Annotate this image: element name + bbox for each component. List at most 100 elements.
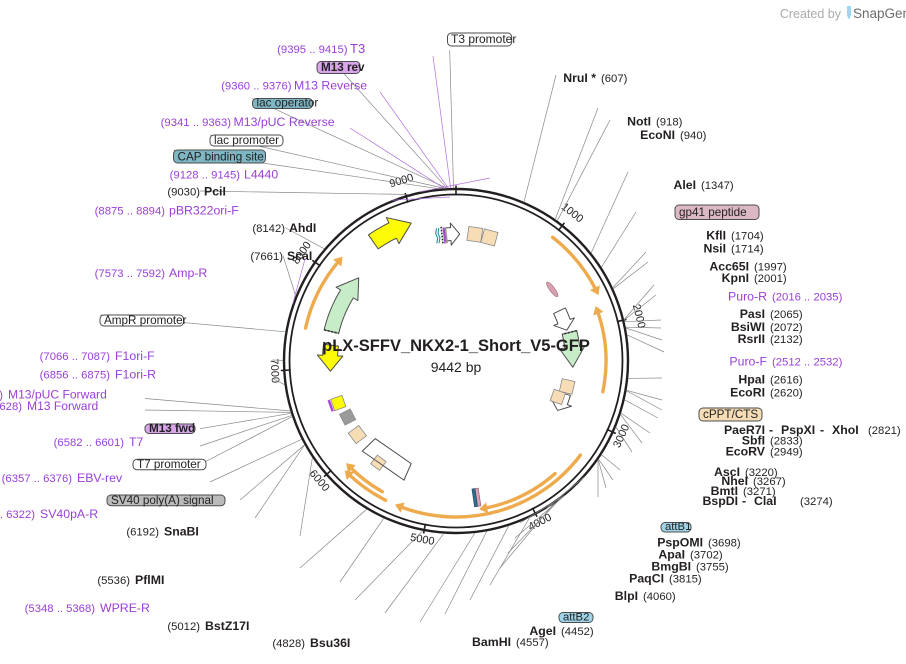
svg-text:(9395 .. 9415): (9395 .. 9415): [277, 44, 348, 56]
svg-text:(7066 .. 7087): (7066 .. 7087): [40, 351, 111, 363]
svg-text:SV40pA-R: SV40pA-R: [40, 507, 98, 521]
svg-text:(5348 .. 5368): (5348 .. 5368): [25, 603, 96, 615]
svg-text:(6303 .. 6322): (6303 .. 6322): [0, 509, 35, 521]
svg-text:PasI: PasI: [740, 307, 765, 321]
svg-text:5000: 5000: [409, 532, 435, 548]
svg-text:L4440: L4440: [244, 168, 278, 182]
svg-text:(4828): (4828): [272, 638, 305, 650]
svg-text:(3698): (3698): [708, 538, 741, 550]
svg-text:BmgBI: BmgBI: [651, 560, 691, 574]
svg-text:AmpR promoter: AmpR promoter: [104, 314, 187, 327]
svg-text:(3755): (3755): [696, 562, 729, 574]
svg-text:(8142): (8142): [252, 223, 285, 235]
svg-text:BstZ17I: BstZ17I: [205, 619, 249, 633]
svg-text:pBR322ori-F: pBR322ori-F: [169, 204, 239, 218]
svg-text:(2949): (2949): [770, 447, 803, 459]
svg-text:AhdI: AhdI: [289, 221, 316, 235]
svg-text:(2512 .. 2532): (2512 .. 2532): [772, 357, 843, 369]
svg-text:(3702): (3702): [690, 550, 723, 562]
svg-text:RsrII: RsrII: [738, 332, 765, 346]
svg-text:BspDI: BspDI: [702, 494, 738, 508]
svg-text:SV40 poly(A) signal: SV40 poly(A) signal: [111, 494, 214, 507]
svg-text:HpaI: HpaI: [738, 373, 765, 387]
svg-text:(9128 .. 9145): (9128 .. 9145): [170, 170, 241, 182]
svg-text:M13 Reverse: M13 Reverse: [294, 79, 367, 93]
svg-text:(2132): (2132): [770, 334, 803, 346]
svg-text:AgeI: AgeI: [529, 624, 556, 638]
svg-text:M13 rev: M13 rev: [321, 61, 365, 74]
svg-text:(5536): (5536): [97, 575, 130, 587]
svg-text:(918): (918): [656, 117, 683, 129]
svg-text:M13/pUC Reverse: M13/pUC Reverse: [234, 115, 335, 129]
svg-text:T7 promoter: T7 promoter: [137, 458, 201, 471]
svg-text:(607): (607): [601, 73, 628, 85]
svg-text:lac promoter: lac promoter: [214, 134, 279, 147]
svg-text:ScaI: ScaI: [287, 249, 312, 263]
svg-text:KpnI: KpnI: [722, 271, 749, 285]
svg-text:attB1: attB1: [665, 521, 691, 533]
svg-text:BlpI: BlpI: [615, 589, 638, 603]
svg-text:F1ori-F: F1ori-F: [115, 349, 155, 363]
svg-text:(2065): (2065): [770, 309, 803, 321]
svg-text:F1ori-R: F1ori-R: [115, 368, 156, 382]
svg-text:pLX-SFFV_NKX2-1_Short_V5-GFP: pLX-SFFV_NKX2-1_Short_V5-GFP: [322, 337, 590, 355]
svg-text:EBV-rev: EBV-rev: [77, 471, 123, 485]
svg-text:(4452): (4452): [561, 626, 594, 638]
svg-text:cPPT/CTS: cPPT/CTS: [703, 408, 758, 421]
svg-text:NruI *: NruI *: [563, 71, 596, 85]
svg-text:-: -: [820, 423, 824, 437]
svg-text:(6620 .. 6642): (6620 .. 6642): [0, 390, 3, 402]
svg-text:(940): (940): [680, 130, 707, 142]
svg-text:(2616): (2616): [770, 375, 803, 387]
svg-text:(2821): (2821): [868, 425, 901, 437]
svg-text:Bsu36I: Bsu36I: [310, 636, 350, 650]
svg-text:(2016 .. 2035): (2016 .. 2035): [772, 292, 843, 304]
svg-text:(6357 .. 6376): (6357 .. 6376): [2, 473, 73, 485]
svg-text:NotI: NotI: [627, 115, 651, 129]
svg-text:(5012): (5012): [167, 621, 200, 633]
svg-text:(8875 .. 8894): (8875 .. 8894): [95, 206, 166, 218]
svg-text:ApaI: ApaI: [658, 548, 685, 562]
svg-text:EcoRI: EcoRI: [730, 386, 765, 400]
svg-text:(9030): (9030): [167, 187, 200, 199]
svg-text:PspOMI: PspOMI: [657, 536, 703, 550]
svg-text:lac operator: lac operator: [257, 97, 319, 110]
svg-text:Puro-R: Puro-R: [728, 290, 767, 304]
svg-text:WPRE-R: WPRE-R: [100, 601, 150, 615]
svg-text:M13 Forward: M13 Forward: [27, 399, 98, 413]
svg-text:EcoRV: EcoRV: [726, 445, 766, 459]
svg-text:(1714): (1714): [731, 244, 764, 256]
svg-text:KflI: KflI: [706, 229, 726, 243]
svg-text:Created by: Created by: [780, 7, 842, 21]
svg-text:attB2: attB2: [563, 612, 589, 624]
svg-text:T3: T3: [350, 41, 365, 56]
svg-text:(6192): (6192): [126, 527, 159, 539]
svg-text:(9360 .. 9376): (9360 .. 9376): [221, 81, 292, 93]
svg-text:(3815): (3815): [669, 574, 702, 586]
svg-text:(2001): (2001): [754, 273, 787, 285]
svg-text:XhoI: XhoI: [832, 423, 859, 437]
svg-text:2000: 2000: [630, 303, 647, 330]
svg-text:(2072): (2072): [770, 322, 803, 334]
svg-text:SnapGene: SnapGene: [853, 6, 906, 21]
svg-text:Amp-R: Amp-R: [169, 266, 207, 280]
svg-text:T7: T7: [129, 435, 144, 449]
svg-text:SnaBI: SnaBI: [164, 525, 199, 539]
svg-text:NsiI: NsiI: [703, 242, 726, 256]
svg-text:PciI: PciI: [204, 185, 226, 199]
svg-text:BamHI: BamHI: [472, 635, 511, 649]
svg-text:(4557): (4557): [516, 637, 549, 649]
svg-text:(9341 .. 9363): (9341 .. 9363): [161, 117, 232, 129]
svg-text:PflMI: PflMI: [135, 573, 164, 587]
svg-text:ClaI: ClaI: [754, 494, 777, 508]
svg-text:-: -: [742, 494, 746, 508]
svg-text:(1997): (1997): [754, 262, 787, 274]
svg-text:(6856 .. 6875): (6856 .. 6875): [40, 370, 111, 382]
svg-text:(6611 .. 6628): (6611 .. 6628): [0, 401, 22, 413]
svg-text:1000: 1000: [559, 201, 586, 226]
svg-text:(1347): (1347): [701, 180, 734, 192]
svg-text:(1704): (1704): [731, 231, 764, 243]
svg-text:gp41 peptide: gp41 peptide: [679, 206, 747, 219]
svg-text:(4060): (4060): [643, 591, 676, 603]
svg-text:T3 promoter: T3 promoter: [451, 32, 516, 46]
